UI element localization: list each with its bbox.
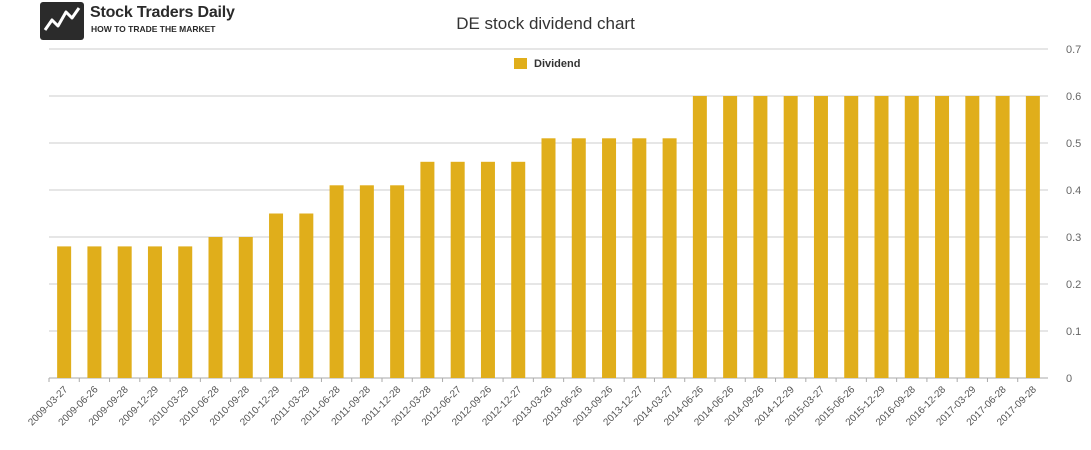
bar [208,237,223,378]
bar [359,185,374,378]
bar [874,96,889,378]
bar [480,161,495,378]
bar [269,213,284,378]
y-tick-label: 0.2 [1066,279,1081,291]
y-tick-label: 0.5 [1066,138,1081,150]
bar [117,246,132,378]
bar [57,246,72,378]
y-tick-label: 0.3 [1066,232,1081,244]
bar [541,138,556,378]
logo: Stock Traders Daily HOW TO TRADE THE MAR… [40,2,240,40]
bar [420,161,435,378]
bar [632,138,647,378]
bar [329,185,344,378]
bar [723,96,738,378]
bar [692,96,707,378]
logo-name: Stock Traders Daily [90,4,235,21]
legend-swatch [514,58,527,69]
logo-tagline: HOW TO TRADE THE MARKET [91,24,216,34]
y-tick-label: 0.1 [1066,326,1081,338]
bar [995,96,1010,378]
y-tick-label: 0 [1066,373,1072,385]
bar [87,246,102,378]
bar [511,161,526,378]
bar [965,96,980,378]
bar [844,96,859,378]
chart-title: DE stock dividend chart [456,14,635,33]
y-tick-label: 0.7 [1066,44,1081,56]
bar [238,237,253,378]
bar [1025,96,1040,378]
bar [783,96,798,378]
bar [571,138,586,378]
y-tick-label: 0.6 [1066,91,1081,103]
legend-label: Dividend [534,58,580,70]
bar [602,138,617,378]
bar [935,96,950,378]
bar [813,96,828,378]
bar [299,213,314,378]
bar [662,138,677,378]
bar [178,246,193,378]
bar [450,161,465,378]
bar [904,96,919,378]
logo-chart-icon [40,2,84,40]
bar [753,96,768,378]
bar [147,246,162,378]
y-tick-label: 0.4 [1066,185,1081,197]
bar [390,185,405,378]
